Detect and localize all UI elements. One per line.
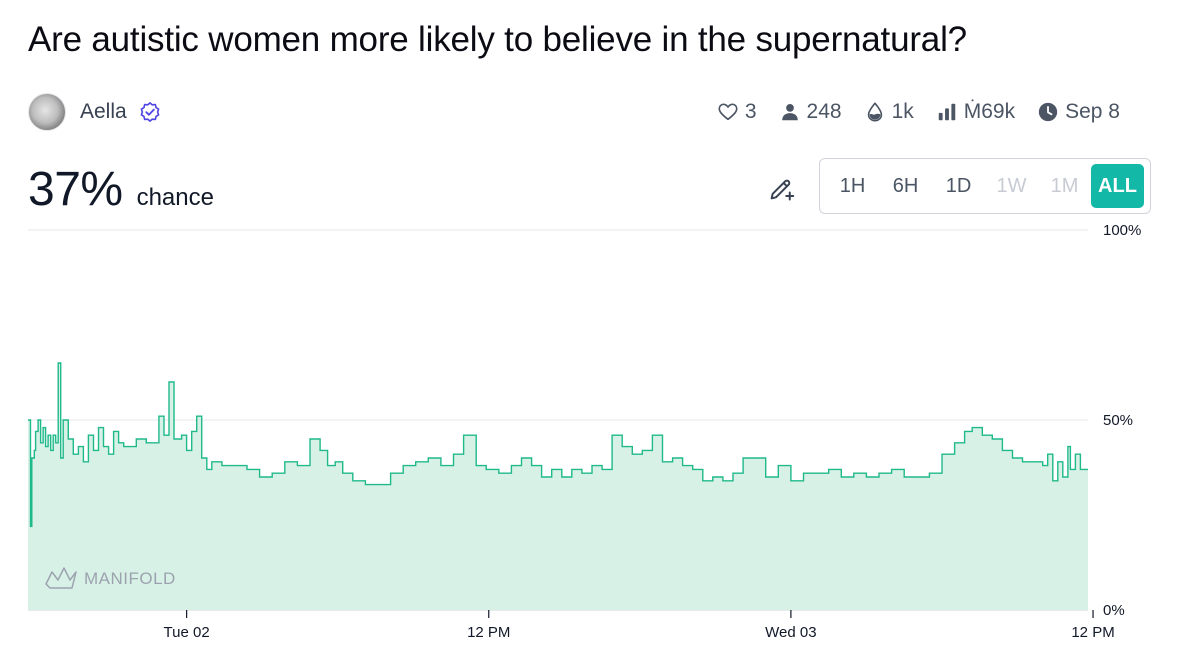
likes-stat[interactable]: 3 [717,100,757,124]
probability-label: chance [136,184,214,211]
range-6h-button[interactable]: 6H [892,174,919,197]
droplet-icon [867,102,882,122]
volume-value: Ṁ69k [963,100,1016,123]
chart-axes: 0% 50% 100% Tue 02 12 PM Wed 03 12 PM [164,222,1142,641]
x-tick-label: 12 PM [1071,624,1114,641]
traders-stat[interactable]: 248 [779,100,842,124]
author-row: Aella [28,92,161,132]
avatar[interactable] [28,93,66,131]
range-1h-button[interactable]: 1H [839,174,866,197]
liquidity-stat[interactable]: 1k [864,100,914,124]
x-tick-label: Tue 02 [164,624,210,641]
clock-icon [1038,102,1058,122]
probability-display: 37% chance [28,162,214,217]
probability-chart[interactable]: MANIFOLD 0% 50% 100% Tue 02 12 PM Wed 03 12 PM [0,220,1182,648]
range-1w-button[interactable]: 1W [996,174,1027,197]
market-title: Are autistic women more likely to believ… [28,20,967,59]
manifold-watermark: MANIFOLD [45,567,176,589]
probability-area [28,363,1088,610]
y-tick-label: 50% [1103,412,1133,429]
x-tick-label: Wed 03 [765,624,816,641]
add-annotation-button[interactable] [764,172,798,206]
bar-chart-icon [938,103,955,121]
probability-line [28,362,1088,528]
y-tick-label: 0% [1103,602,1125,619]
chart-svg: MANIFOLD 0% 50% 100% Tue 02 12 PM Wed 03 12 PM [28,222,1142,641]
close-date-stat[interactable]: Sep 8 [1037,100,1120,124]
market-stats: 3 248 1k Ṁ69k Sep 8 [717,96,1120,128]
verified-badge-icon [140,102,160,122]
range-all-button[interactable]: ALL [1091,164,1144,208]
probability-value: 37% [28,163,123,216]
time-range-selector: 1H 6H 1D 1W 1M ALL [819,158,1151,214]
close-date: Sep 8 [1065,100,1120,123]
author-name[interactable]: Aella [80,100,127,123]
manifold-logo-icon [45,567,77,589]
range-1m-button[interactable]: 1M [1050,174,1079,197]
volume-stat[interactable]: Ṁ69k [936,100,1015,124]
heart-icon [718,103,738,121]
y-tick-label: 100% [1103,222,1141,239]
watermark-text: MANIFOLD [84,569,176,588]
x-tick-label: 12 PM [467,624,510,641]
range-1d-button[interactable]: 1D [945,174,972,197]
likes-count: 3 [744,100,757,123]
liquidity-value: 1k [891,100,914,123]
user-icon [781,104,798,121]
pencil-plus-icon [770,179,795,201]
traders-count: 248 [806,100,842,123]
